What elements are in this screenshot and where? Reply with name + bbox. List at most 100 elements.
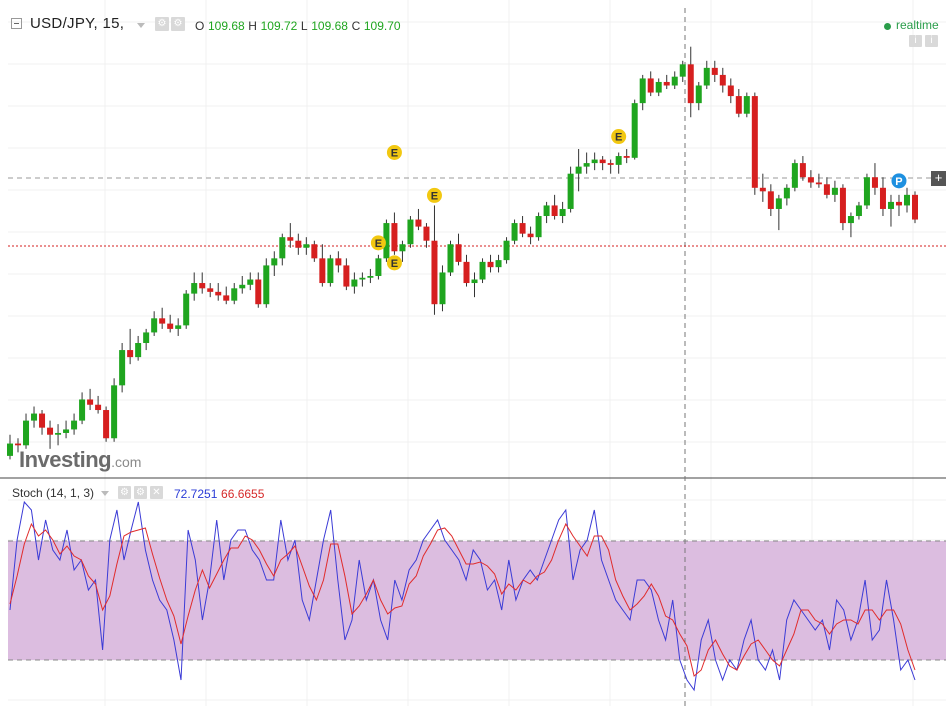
candle-down [431,240,438,305]
candle-down [607,163,614,165]
candle-up [303,244,310,248]
candle-up [143,332,150,344]
candle-down [255,279,262,305]
candle-down [335,258,342,266]
candle-up [655,81,662,93]
ohlc-close-value: 109.70 [363,19,401,33]
candle-up [263,265,270,305]
marker-badge [891,173,907,189]
candle-up [111,385,118,439]
info-icon[interactable]: i [925,35,938,47]
info-icon[interactable]: i [909,35,922,47]
candle-down [551,205,558,217]
candle-up [903,194,910,206]
settings-icon[interactable]: ⚙ [134,486,147,499]
candle-down [871,177,878,188]
stoch-title: Stoch (14, 1, 3) [12,486,95,500]
candle-down [911,194,919,220]
candle-up [695,85,702,104]
candle-down [687,64,694,104]
candle-up [583,163,590,167]
marker-label: E [615,132,622,144]
marker-badge [370,235,386,251]
candle-up [575,166,582,174]
candle-down [663,81,670,86]
candle-down [391,223,398,252]
candle-down [735,96,742,114]
candle-up [55,432,62,435]
candle-down [95,404,102,411]
candle-down [647,78,654,93]
candle-up [679,64,686,77]
marker-label: E [431,190,438,202]
candle-down [463,261,470,284]
candle-down [599,159,606,164]
candle-up [639,78,646,104]
dropdown-caret-icon[interactable] [137,23,145,28]
candle-down [759,187,766,192]
candle-up [351,279,358,287]
marker-badge [386,255,402,271]
settings-icon[interactable]: ⚙ [155,17,169,31]
close-icon[interactable]: ✕ [150,486,163,499]
candle-down [87,399,94,405]
ohlc-low-value: 109.68 [311,19,348,33]
candle-down [311,244,318,259]
candle-up [511,223,518,241]
candle-up [375,258,382,276]
earnings-marker: E [386,255,402,271]
candle-down [879,187,886,209]
marker-badge [426,187,442,203]
candle-up [559,208,566,217]
plus-icon[interactable]: + [931,171,946,186]
symbol-title[interactable]: USD/JPY, 15, [30,15,125,32]
candle-up [31,413,38,421]
candle-down [767,191,774,209]
earnings-marker: E [386,144,402,160]
candle-up [439,272,446,305]
dropdown-caret-icon[interactable] [101,491,109,496]
candle-up [863,177,870,206]
candle-down [15,443,22,446]
candle-up [135,343,142,358]
marker-label: P [895,176,902,188]
candle-down [415,219,422,227]
ohlc-high-value: 109.72 [260,19,298,33]
candle-up [743,96,750,114]
candle-up [887,201,894,209]
candle-up [183,293,190,326]
candle-up [591,159,598,164]
candle-up [247,279,254,285]
candle-up [471,279,478,284]
candle-down [839,187,846,224]
close-icon[interactable]: ⚙ [171,17,185,31]
marker-label: E [391,258,398,270]
candle-up [535,216,542,238]
candle-down [527,233,534,238]
marker-badge [386,144,402,160]
candle-up [479,261,486,280]
candle-up [71,420,78,430]
candle-up [447,244,454,273]
candle-down [423,226,430,241]
stoch-d-value: 66.6655 [221,487,265,501]
candle-up [567,173,574,209]
ohlc-close-key: C [351,19,361,33]
candle-up [383,223,390,259]
candle-up [119,350,126,386]
realtime-label: realtime [896,18,939,32]
stoch-d-line [9,522,916,677]
candle-down [751,96,758,188]
candle-down [343,265,350,287]
candle-down [519,223,526,234]
stoch-legend[interactable]: Stoch (14, 1, 3) [12,486,94,500]
candle-up [191,283,198,294]
candle-down [159,318,166,324]
earnings-marker: E [611,129,627,145]
candles-group [6,46,919,460]
collapse-icon[interactable] [11,18,22,29]
candle-up [671,76,678,86]
settings-icon[interactable]: ⚙ [118,486,131,499]
